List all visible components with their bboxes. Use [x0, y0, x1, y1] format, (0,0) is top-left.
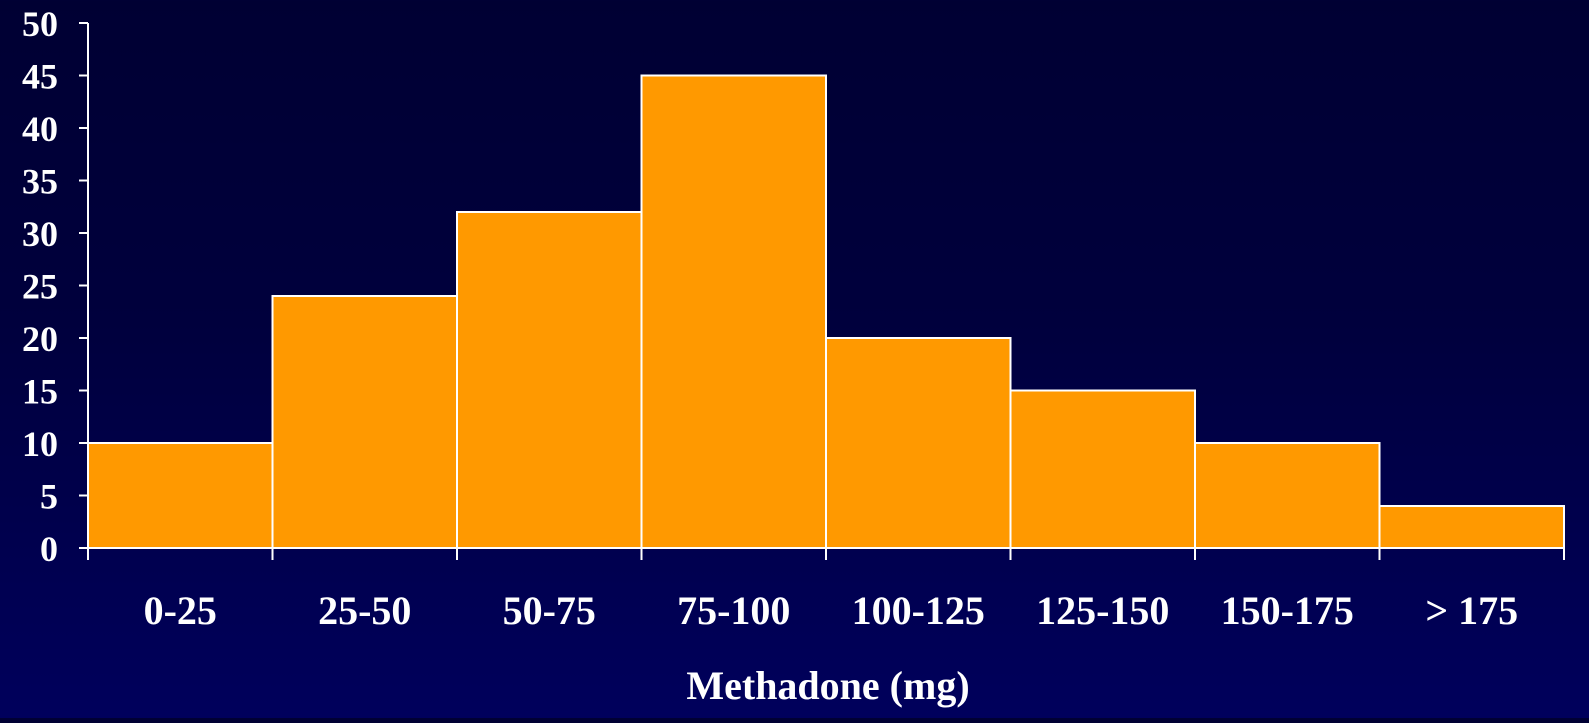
y-tick-label: 25	[22, 267, 58, 307]
x-tick-label: 75-100	[677, 588, 790, 633]
bar-150-175	[1194, 442, 1381, 549]
y-tick-label: 5	[40, 477, 58, 517]
bar-125-150	[1009, 389, 1196, 549]
x-tick-label: 50-75	[503, 588, 596, 633]
bar-175	[1378, 505, 1565, 549]
x-tick-label: 150-175	[1221, 588, 1354, 633]
x-axis: 0-25 25-50 50-75 75-100 100-125 125-150 150-17…	[87, 547, 1565, 633]
bar-25-50	[271, 295, 458, 549]
y-axis: 0 5 10 15 20 25 30 35 40 45 50	[22, 4, 89, 569]
x-tick-label: 100-125	[852, 588, 985, 633]
y-tick-label: 15	[22, 372, 58, 412]
x-axis-title: Methadone (mg)	[686, 663, 969, 708]
bar-0-25	[87, 442, 274, 549]
bar-100-125	[825, 337, 1012, 549]
y-tick-label: 40	[22, 109, 58, 149]
x-tick-label: 125-150	[1036, 588, 1169, 633]
y-tick-label: 50	[22, 4, 58, 44]
y-tick-label: 20	[22, 319, 58, 359]
y-tick-label: 10	[22, 424, 58, 464]
y-tick-label: 45	[22, 57, 58, 97]
x-tick-label: 0-25	[144, 588, 217, 633]
y-tick-label: 0	[40, 529, 58, 569]
y-tick-label: 35	[22, 162, 58, 202]
bar-50-75	[456, 211, 643, 549]
x-tick-label: > 175	[1425, 588, 1518, 633]
x-tick-label: 25-50	[318, 588, 411, 633]
bars-group	[87, 74, 1565, 549]
bar-75-100	[640, 74, 827, 549]
y-tick-label: 30	[22, 214, 58, 254]
